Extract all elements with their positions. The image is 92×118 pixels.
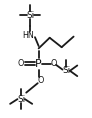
Text: HN: HN [22, 31, 34, 40]
Text: P: P [35, 59, 42, 69]
Text: O: O [18, 59, 24, 68]
Text: Si: Si [26, 11, 34, 20]
Text: O: O [37, 76, 44, 85]
Text: Si: Si [17, 95, 25, 104]
Text: O: O [51, 59, 57, 68]
Text: Si: Si [62, 66, 70, 75]
